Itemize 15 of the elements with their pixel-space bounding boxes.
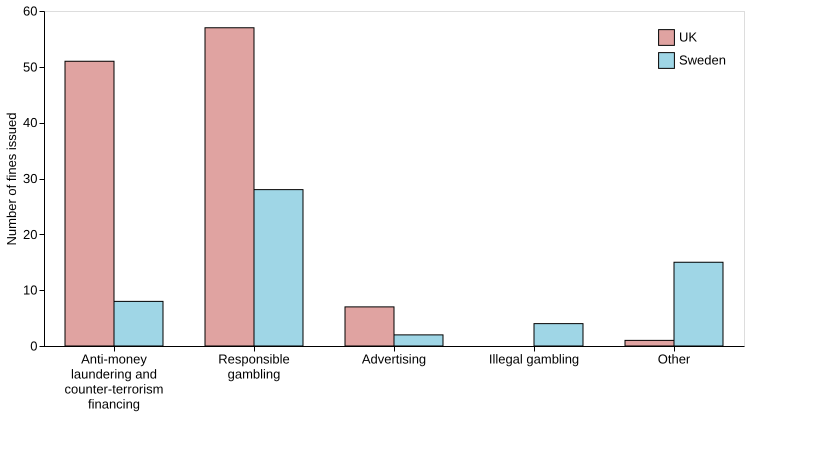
y-tick-label: 40 xyxy=(23,115,38,130)
y-tick-label: 20 xyxy=(23,226,38,242)
legend-label: UK xyxy=(679,30,698,44)
x-tick-label: Advertising xyxy=(362,352,426,366)
x-tick-label: Illegal gambling xyxy=(488,352,580,366)
y-tick-label: 30 xyxy=(23,171,38,186)
legend-label: Sweden xyxy=(679,52,726,68)
x-tick-label: Other xyxy=(658,352,691,366)
y-axis-title: Number of fines issued xyxy=(4,112,20,246)
x-tick-label: Anti-money laundering and counter-terrorism financing xyxy=(64,352,164,412)
y-tick-label: 50 xyxy=(23,59,38,74)
y-tick-label: 0 xyxy=(30,338,38,354)
y-tick-label: 60 xyxy=(23,4,38,18)
y-tick-label: 10 xyxy=(23,282,38,298)
x-tick-label: Responsible gambling xyxy=(218,352,290,382)
